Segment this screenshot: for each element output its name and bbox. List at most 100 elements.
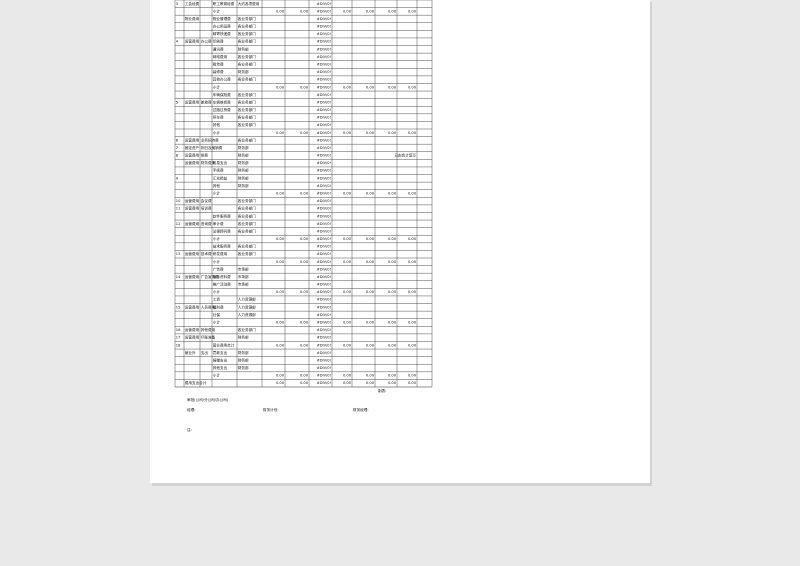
cell-text: #DIV/0! <box>317 131 331 135</box>
cell-text: #DIV/0! <box>317 2 331 6</box>
cell-text: #DIV/0! <box>317 85 331 89</box>
cell-text: 0.00 <box>276 131 285 135</box>
approval-label: 审批(公司/分公司/办公司) <box>187 397 229 402</box>
cell-text: #DIV/0! <box>317 351 331 355</box>
finance-label: 财务经理: <box>353 407 369 412</box>
cell-text: 广告费 <box>213 266 224 271</box>
cell-text: 过路过桥费 <box>213 107 231 112</box>
cell-text: 0.00 <box>276 321 285 325</box>
cell-text: #DIV/0! <box>317 328 331 332</box>
cell-text: 宣传资料费 <box>213 274 231 279</box>
cell-text: 小计 <box>213 259 221 264</box>
cell-text: #DIV/0! <box>317 260 331 264</box>
cell-text: 运营费用 <box>185 206 200 211</box>
cell-text: 0.00 <box>408 260 417 264</box>
cell-text: 0.00 <box>300 9 309 13</box>
cell-text: 各业务部门 <box>238 16 256 21</box>
cell-text: 运营费用 <box>185 39 200 44</box>
cell-text: 0.00 <box>366 343 375 347</box>
cell-text: #DIV/0! <box>317 25 331 29</box>
cell-text: 其他支出 <box>213 365 228 370</box>
cell-text: 各业务部门 <box>238 77 256 82</box>
cell-text: 0.00 <box>366 321 375 325</box>
cell-text: #DIV/0! <box>317 123 331 127</box>
cell-text: 通讯费 <box>213 46 224 51</box>
cell-text: #DIV/0! <box>317 252 331 256</box>
cell-text: 0.00 <box>300 237 309 241</box>
cell-text: 17 <box>176 336 181 340</box>
cell-text: 10 <box>176 199 181 203</box>
cell-text: 0.00 <box>408 374 417 378</box>
cell-text: 0.00 <box>388 9 397 13</box>
cell-text: 9 <box>176 176 179 180</box>
cell-text: #DIV/0! <box>317 17 331 21</box>
cell-text: #DIV/0! <box>317 78 331 82</box>
cell-text: 财务部 <box>238 160 249 165</box>
cell-text: 0.00 <box>388 131 397 135</box>
cell-text: 0.00 <box>276 290 285 294</box>
cell-text: #DIV/0! <box>317 100 331 104</box>
cell-text: 物业管理费 <box>213 16 231 21</box>
cell-text: #DIV/0! <box>317 214 331 218</box>
cell-text: 研发费用 <box>213 251 228 256</box>
cell-text: 小计 <box>213 84 221 89</box>
cell-text: 0.00 <box>276 343 285 347</box>
manager-label: 经理: <box>187 407 195 412</box>
cell-text: #DIV/0! <box>317 176 331 180</box>
cell-text: 营业外 <box>185 350 196 355</box>
cell-text: 人力资源部 <box>238 304 256 309</box>
cell-text: 推广活动费 <box>213 282 231 287</box>
cell-text: 0.00 <box>366 374 375 378</box>
cell-text: 各业务部门 <box>238 244 256 249</box>
cell-text: #DIV/0! <box>317 55 331 59</box>
cell-text: 运营费用 <box>185 335 200 340</box>
cell-text: 0.00 <box>366 85 375 89</box>
cell-text: 0.00 <box>388 321 397 325</box>
cell-text: 0.00 <box>343 9 352 13</box>
expense-table: 3 工会经费 职工教育经费 大约各项费用 #DIV/0! 小计 0.00 0.00 #DIV/0… <box>174 0 433 388</box>
cell-text: 0.00 <box>408 290 417 294</box>
cell-text: 车辆维修费 <box>213 99 231 104</box>
cell-text: 各业务部门 <box>238 39 256 44</box>
cell-text: #DIV/0! <box>317 245 331 249</box>
cell-text: #DIV/0! <box>317 222 331 226</box>
cell-text: 市场部 <box>238 282 249 287</box>
cell-text: 11 <box>176 207 181 211</box>
cell-text: #DIV/0! <box>317 116 331 120</box>
cell-text: 人力资源部 <box>238 297 256 302</box>
cell-text: 市场部 <box>238 266 249 271</box>
cell-text: #DIV/0! <box>317 381 331 385</box>
cell-text: 0.00 <box>276 260 285 264</box>
cell-text: 捐赠支出 <box>213 357 228 362</box>
cell-text: 运营费用 <box>185 304 200 309</box>
cell-text: #DIV/0! <box>317 138 331 142</box>
cell-text: 0.00 <box>366 192 375 196</box>
cell-text: 财务部 <box>238 153 249 158</box>
cell-text: 小计 <box>213 191 221 196</box>
cell-text: 咨询费 <box>201 221 212 226</box>
cell-text: 0.00 <box>300 374 309 378</box>
cell-text: 坏账准备 <box>201 335 216 340</box>
cell-text: 费用支出合计 <box>185 380 207 385</box>
cell-text: 装修费 <box>213 69 224 74</box>
cell-text: 财务部 <box>238 365 249 370</box>
cell-text: 审计费 <box>213 221 224 226</box>
cell-text: 其他费用 <box>201 327 216 332</box>
cell-text: 各业务部门 <box>238 228 256 233</box>
cell-text: 0.00 <box>343 321 352 325</box>
cell-text: #DIV/0! <box>317 146 331 150</box>
cell-text: 0.00 <box>343 260 352 264</box>
cell-text: 运营费用 <box>185 99 200 104</box>
cell-text: 办公用品费 <box>213 24 231 29</box>
cell-text: 0.00 <box>343 192 352 196</box>
cell-text: #DIV/0! <box>317 199 331 203</box>
cell-text: 各业务部门 <box>238 221 256 226</box>
cell-text: 技术服务费 <box>213 244 231 249</box>
cell-text: #DIV/0! <box>317 267 331 271</box>
cell-text: 运营费用 <box>185 251 200 256</box>
cell-text: 财务部 <box>238 183 249 188</box>
cell-text: 0.00 <box>276 9 285 13</box>
cell-text: 财务部 <box>238 168 249 173</box>
prepared-label: 制表: <box>378 388 386 393</box>
